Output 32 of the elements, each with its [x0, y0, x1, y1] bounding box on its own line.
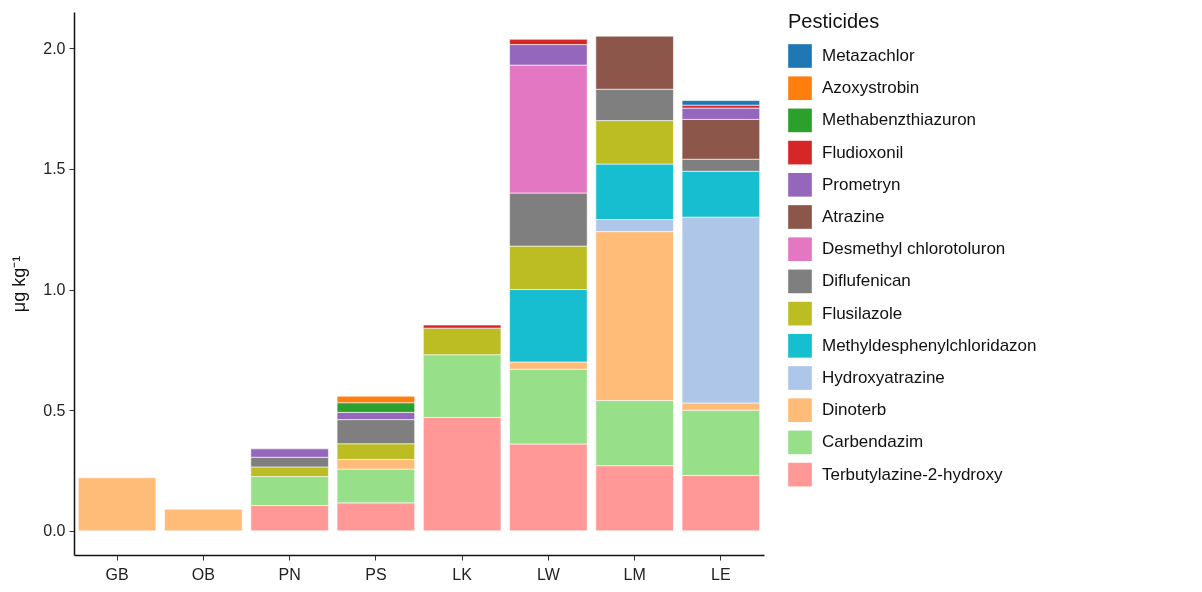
legend-label: Dinoterb	[822, 400, 887, 420]
legend-label: Terbutylazine-2-hydroxy	[822, 464, 1003, 484]
legend-title: Pesticides	[788, 10, 880, 32]
bar	[78, 477, 157, 532]
legend-label: Diflufenican	[822, 271, 911, 291]
legend-label: Metazachlor	[822, 46, 915, 65]
x-tick-label: PN	[278, 565, 301, 583]
x-tick-label: OB	[191, 565, 215, 583]
y-tick-label: 1.0	[43, 281, 66, 299]
y-tick-label: 2.0	[43, 39, 66, 57]
x-tick-label: LE	[711, 565, 731, 583]
x-tick-label: LM	[623, 565, 646, 583]
legend-label: Azoxystrobin	[822, 78, 920, 98]
y-tick-label: 1.5	[43, 160, 66, 178]
x-tick-label: LK	[452, 565, 473, 583]
y-tick-label: 0.5	[43, 401, 66, 419]
legend-label: Desmethyl chlorotoluron	[822, 239, 1006, 259]
x-tick-label: LW	[536, 565, 561, 583]
y-tick-label: 0.0	[43, 522, 66, 540]
legend-label: Methyldesphenylchloridazon	[822, 335, 1037, 355]
legend-label: Atrazine	[822, 207, 885, 226]
x-tick-label: PS	[365, 565, 387, 583]
legend-label: Flusilazole	[822, 303, 903, 323]
legend-label: Prometryn	[822, 174, 901, 194]
bar	[681, 100, 760, 106]
bar	[164, 508, 243, 532]
legend-label: Hydroxyatrazine	[822, 368, 945, 387]
legend-label: Carbendazim	[822, 432, 924, 452]
x-tick-label: GB	[105, 565, 129, 583]
legend-label: Fludioxonil	[822, 142, 904, 162]
legend-label: Methabenzthiazuron	[822, 110, 977, 130]
y-axis-title: μg kg⁻¹	[9, 255, 30, 313]
